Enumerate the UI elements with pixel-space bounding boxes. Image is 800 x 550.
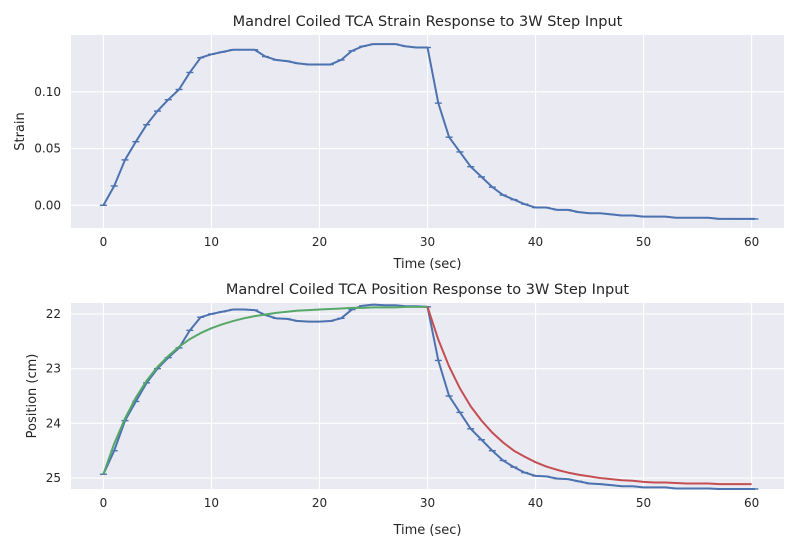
strain-chart: 0 10 20 30 40 50 60 0.00 0.05 0.10 Mandrel Coiled … (13, 14, 784, 272)
strain-chart-title: Mandrel Coiled TCA Strain Response to 3W… (233, 14, 623, 30)
strain-y-tick-label: 0.00 (34, 198, 61, 212)
strain-y-axis-label: Strain (13, 112, 28, 151)
position-x-tick-label: 30 (420, 496, 435, 510)
position-chart-title: Mandrel Coiled TCA Position Response to … (226, 282, 630, 298)
position-x-axis-label: Time (sec) (392, 523, 461, 538)
strain-x-tick-label: 0 (100, 235, 108, 249)
position-x-tick-label: 40 (528, 496, 543, 510)
position-y-tick-label: 24 (46, 416, 61, 430)
strain-x-tick-label: 20 (312, 235, 327, 249)
position-x-tick-label: 50 (636, 496, 651, 510)
position-x-tick-label: 10 (204, 496, 219, 510)
position-y-tick-label: 23 (46, 362, 61, 376)
position-chart: 0 10 20 30 40 50 60 22 23 24 25 Mandrel Coiled TCA … (25, 282, 784, 538)
position-y-tick-label: 25 (46, 471, 61, 485)
strain-x-tick-label: 50 (636, 235, 651, 249)
strain-x-tick-label: 30 (420, 235, 435, 249)
position-x-tick-label: 0 (100, 496, 108, 510)
position-y-axis-label: Position (cm) (25, 354, 40, 439)
strain-y-tick-label: 0.05 (34, 142, 61, 156)
strain-x-tick-label: 10 (204, 235, 219, 249)
strain-x-axis-label: Time (sec) (392, 257, 461, 272)
strain-x-tick-label: 60 (744, 235, 759, 249)
position-series-2-line (426, 306, 752, 486)
position-y-tick-label: 22 (46, 307, 61, 321)
position-x-tick-label: 60 (744, 496, 759, 510)
position-x-tick-label: 20 (312, 496, 327, 510)
strain-y-tick-label: 0.10 (34, 85, 61, 99)
strain-x-tick-label: 40 (528, 235, 543, 249)
position-series-1-line (102, 305, 428, 475)
